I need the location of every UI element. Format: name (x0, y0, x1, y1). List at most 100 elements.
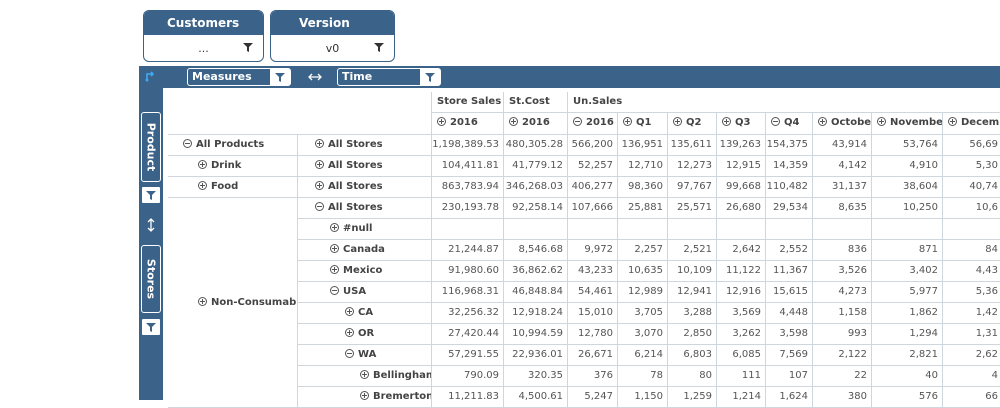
store-header[interactable]: USA (298, 282, 432, 303)
store-header[interactable]: #null (298, 219, 432, 240)
expand-icon[interactable] (818, 117, 827, 126)
measures-dropdown[interactable]: Measures (187, 68, 291, 86)
data-cell: 139,263 (717, 135, 766, 156)
expand-icon[interactable] (198, 297, 207, 306)
data-cell: 7,569 (766, 345, 813, 366)
time-dropdown[interactable]: Time (337, 68, 441, 86)
filter-icon[interactable] (243, 42, 253, 52)
expand-icon[interactable] (948, 117, 957, 126)
expand-icon[interactable] (722, 117, 731, 126)
expand-icon[interactable] (330, 223, 339, 232)
period-header[interactable]: October (813, 113, 872, 135)
label: All Stores (328, 160, 383, 171)
data-cell: 5,977 (872, 282, 943, 303)
expand-icon[interactable] (330, 265, 339, 274)
data-cell (432, 219, 504, 240)
label: 2016 (522, 117, 550, 128)
data-cell: 116,968.31 (432, 282, 504, 303)
expand-icon[interactable] (437, 117, 446, 126)
store-header[interactable]: All Stores (298, 198, 432, 219)
version-filter[interactable]: Version v0 (270, 10, 395, 62)
expand-icon[interactable] (345, 328, 354, 337)
data-cell: 98,360 (618, 177, 668, 198)
expand-icon[interactable] (345, 349, 354, 358)
store-header[interactable]: OR (298, 324, 432, 345)
store-header[interactable]: CA (298, 303, 432, 324)
expand-icon[interactable] (623, 117, 632, 126)
period-header[interactable]: 2016 (568, 113, 618, 135)
product-header[interactable]: Food (168, 177, 298, 198)
product-header[interactable]: All Products (168, 135, 298, 156)
data-cell: 38,604 (872, 177, 943, 198)
measure-header: St.Cost (504, 92, 568, 113)
expand-icon[interactable] (360, 370, 369, 379)
period-header[interactable]: Q3 (717, 113, 766, 135)
data-cell: 9,972 (568, 240, 618, 261)
filter-button[interactable] (420, 69, 440, 85)
data-cell: 110,482 (766, 177, 813, 198)
period-header[interactable]: 2016 (432, 113, 504, 135)
swap-icon[interactable] (146, 218, 156, 232)
stores-field[interactable]: Stores (141, 245, 161, 313)
data-cell: 8,546.68 (504, 240, 568, 261)
period-header[interactable]: Q2 (668, 113, 717, 135)
period-header[interactable]: December (943, 113, 1000, 135)
expand-icon[interactable] (315, 139, 324, 148)
filter-button[interactable] (141, 318, 161, 336)
expand-icon[interactable] (330, 286, 339, 295)
data-cell: 6,803 (668, 345, 717, 366)
label: Mexico (343, 265, 383, 276)
period-header[interactable]: 2016 (504, 113, 568, 135)
expand-icon[interactable] (315, 181, 324, 190)
store-header[interactable]: Bellingham (298, 366, 432, 387)
period-header[interactable]: Q1 (618, 113, 668, 135)
store-header[interactable]: Bremerton (298, 387, 432, 408)
filter-icon[interactable] (374, 42, 384, 52)
filter-button[interactable] (141, 186, 161, 204)
expand-icon[interactable] (198, 160, 207, 169)
data-cell: 107,666 (568, 198, 618, 219)
data-cell: 25,571 (668, 198, 717, 219)
data-cell: 790.09 (432, 366, 504, 387)
data-cell: 80 (668, 366, 717, 387)
expand-icon[interactable] (573, 117, 582, 126)
product-field[interactable]: Product (141, 112, 161, 182)
data-cell: 836 (813, 240, 872, 261)
label: All Products (196, 139, 265, 150)
store-header[interactable]: All Stores (298, 135, 432, 156)
store-header[interactable]: Canada (298, 240, 432, 261)
expand-icon[interactable] (877, 117, 886, 126)
filter-button[interactable] (270, 69, 290, 85)
expand-icon[interactable] (771, 117, 780, 126)
store-header[interactable]: WA (298, 345, 432, 366)
period-header[interactable]: November (872, 113, 943, 135)
expand-icon[interactable] (198, 181, 207, 190)
expand-icon[interactable] (345, 307, 354, 316)
store-header[interactable]: All Stores (298, 177, 432, 198)
data-cell: 10,635 (618, 261, 668, 282)
swap-axes-icon[interactable] (308, 72, 322, 82)
expand-icon[interactable] (360, 391, 369, 400)
product-header[interactable]: Non-Consumable (168, 198, 298, 408)
expand-icon[interactable] (509, 117, 518, 126)
expand-icon[interactable] (315, 202, 324, 211)
data-cell: 40,74 (943, 177, 1000, 198)
data-cell: 4,910 (872, 156, 943, 177)
data-cell: 43,914 (813, 135, 872, 156)
customers-filter[interactable]: Customers ... (143, 10, 264, 62)
data-cell: 871 (872, 240, 943, 261)
expand-icon[interactable] (330, 244, 339, 253)
expand-icon[interactable] (183, 139, 192, 148)
label: All Stores (328, 202, 383, 213)
product-header[interactable]: Drink (168, 156, 298, 177)
period-header[interactable]: Q4 (766, 113, 813, 135)
data-cell: 576 (872, 387, 943, 408)
swap-icon[interactable] (145, 70, 157, 82)
expand-icon[interactable] (315, 160, 324, 169)
store-header[interactable]: Mexico (298, 261, 432, 282)
data-cell: 52,257 (568, 156, 618, 177)
store-header[interactable]: All Stores (298, 156, 432, 177)
data-cell: 54,461 (568, 282, 618, 303)
expand-icon[interactable] (673, 117, 682, 126)
